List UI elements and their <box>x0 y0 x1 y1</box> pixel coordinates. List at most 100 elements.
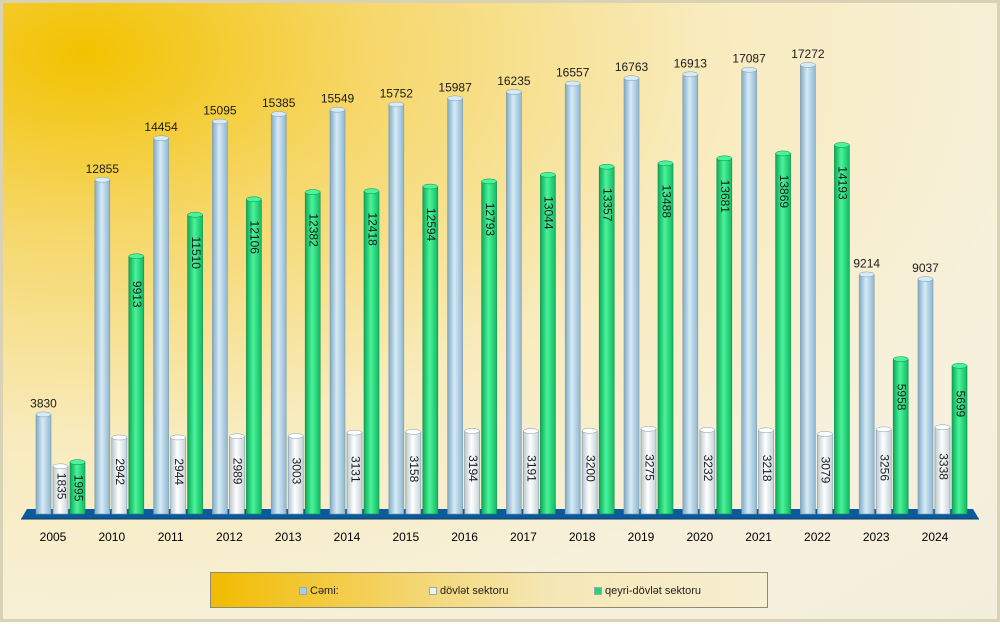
bar-cap-state-2019 <box>640 426 657 432</box>
bar-cap-nonstate-2016 <box>481 178 497 185</box>
x-tick-2019: 2019 <box>628 530 655 544</box>
bar-cap-nonstate-2023 <box>892 356 909 362</box>
bar-cap-nonstate-2011 <box>187 211 203 218</box>
value-label-total-2012: 15095 <box>203 104 237 118</box>
value-label-total-2018: 16557 <box>556 66 590 80</box>
value-label-total-2013: 15385 <box>262 96 296 110</box>
value-label-nonstate-2019: 13488 <box>659 185 673 219</box>
bar-cap-nonstate-2013 <box>304 189 321 195</box>
value-label-state-2015: 3158 <box>407 456 421 483</box>
value-label-nonstate-2015: 12594 <box>424 208 438 242</box>
value-label-nonstate-2023: 5958 <box>895 384 909 411</box>
bar-cap-nonstate-2010 <box>128 253 145 260</box>
bar-total-2014 <box>329 109 346 515</box>
value-label-state-2013: 3003 <box>290 458 304 485</box>
bar-cap-total-2018 <box>564 80 581 87</box>
bar-cap-nonstate-2020 <box>716 155 733 162</box>
chart-plot: 3830 1835 1995 2005 12855 2942 9913 2010 14454 29… <box>21 47 979 544</box>
value-label-total-2017: 16235 <box>497 74 531 88</box>
bar-cap-state-2014 <box>346 429 363 436</box>
x-tick-2020: 2020 <box>686 530 713 544</box>
legend-label-nonstate: qeyri-dövlət sektoru <box>605 585 701 597</box>
x-tick-2005: 2005 <box>40 530 67 544</box>
bar-total-2022 <box>800 64 816 515</box>
value-label-total-2020: 16913 <box>674 56 708 70</box>
value-label-state-2014: 3131 <box>348 456 362 483</box>
value-label-state-2012: 2989 <box>231 458 245 485</box>
bar-cap-total-2021 <box>741 66 757 73</box>
bar-cap-total-2010 <box>94 177 111 183</box>
bar-cap-nonstate-2015 <box>422 183 439 190</box>
value-label-nonstate-2022: 14193 <box>836 166 850 200</box>
value-label-total-2019: 16763 <box>615 60 649 74</box>
value-label-total-2015: 15752 <box>380 86 414 100</box>
bar-cap-state-2022 <box>817 431 833 437</box>
bar-total-2018 <box>564 83 581 515</box>
value-label-total-2016: 15987 <box>438 80 472 94</box>
bar-cap-total-2022 <box>800 62 816 68</box>
legend-swatch-total <box>299 587 307 596</box>
x-tick-2010: 2010 <box>98 530 125 544</box>
bar-total-2023 <box>858 274 875 515</box>
value-label-nonstate-2010: 9913 <box>130 281 144 308</box>
x-tick-2011: 2011 <box>158 530 184 544</box>
bar-total-2019 <box>623 77 640 515</box>
bar-cap-nonstate-2022 <box>834 142 850 148</box>
bar-cap-state-2010 <box>111 434 128 441</box>
bar-cap-total-2015 <box>388 101 405 108</box>
bar-total-2011 <box>153 137 169 515</box>
bar-cap-nonstate-2005 <box>69 459 86 465</box>
x-tick-2013: 2013 <box>275 530 302 544</box>
bar-nonstate-2022 <box>834 144 850 515</box>
value-label-state-2017: 3191 <box>525 455 539 482</box>
bar-cap-state-2020 <box>699 427 716 433</box>
x-tick-2015: 2015 <box>392 530 419 544</box>
bar-total-2020 <box>682 73 699 515</box>
legend-swatch-state <box>429 587 437 596</box>
x-tick-2017: 2017 <box>510 530 537 544</box>
legend-label-total: Cəmi: <box>310 585 339 597</box>
bar-cap-state-2012 <box>229 433 245 440</box>
value-label-total-2005: 3830 <box>30 396 57 410</box>
value-label-nonstate-2021: 13869 <box>777 175 791 209</box>
x-tick-2014: 2014 <box>334 530 361 544</box>
value-label-total-2014: 15549 <box>321 92 355 106</box>
value-label-state-2011: 2944 <box>172 458 186 485</box>
value-label-state-2024: 3338 <box>936 453 950 480</box>
bar-cap-state-2011 <box>170 434 186 441</box>
chart-legend: Cəmi: dövlət sektoru qeyri-dövlət sektor… <box>210 572 768 608</box>
bar-cap-total-2020 <box>682 71 699 78</box>
legend-item-nonstate: qeyri-dövlət sektoru <box>594 585 701 597</box>
value-label-nonstate-2017: 13044 <box>542 196 556 230</box>
bar-cap-total-2012 <box>212 118 228 125</box>
bar-cap-nonstate-2018 <box>598 163 615 170</box>
bar-cap-nonstate-2019 <box>657 160 674 167</box>
legend-label-state: dövlət sektoru <box>440 585 509 597</box>
bar-cap-state-2005 <box>52 463 69 470</box>
bar-cap-nonstate-2017 <box>540 172 556 178</box>
value-label-state-2021: 3218 <box>760 455 774 482</box>
bar-cap-state-2023 <box>875 426 892 433</box>
legend-swatch-nonstate <box>594 587 602 596</box>
value-label-nonstate-2012: 12106 <box>248 221 262 255</box>
bar-total-2010 <box>94 179 111 515</box>
value-label-nonstate-2005: 1995 <box>71 475 85 502</box>
value-label-nonstate-2020: 13681 <box>718 180 732 214</box>
x-tick-2023: 2023 <box>863 530 890 544</box>
value-label-total-2021: 17087 <box>732 52 766 66</box>
bar-total-2024 <box>917 278 934 515</box>
bar-total-2012 <box>212 121 228 515</box>
value-label-state-2010: 2942 <box>113 458 127 485</box>
value-label-nonstate-2014: 12418 <box>365 212 379 246</box>
value-label-state-2023: 3256 <box>878 454 892 481</box>
bar-cap-state-2024 <box>934 424 951 430</box>
bar-cap-state-2018 <box>581 428 598 434</box>
value-label-state-2005: 1835 <box>54 473 68 500</box>
value-label-nonstate-2016: 12793 <box>483 203 497 237</box>
x-tick-2016: 2016 <box>451 530 478 544</box>
bar-total-2017 <box>506 91 522 515</box>
bar-cap-total-2005 <box>35 411 52 418</box>
bar-cap-total-2017 <box>506 89 522 95</box>
bar-cap-state-2015 <box>405 429 422 435</box>
